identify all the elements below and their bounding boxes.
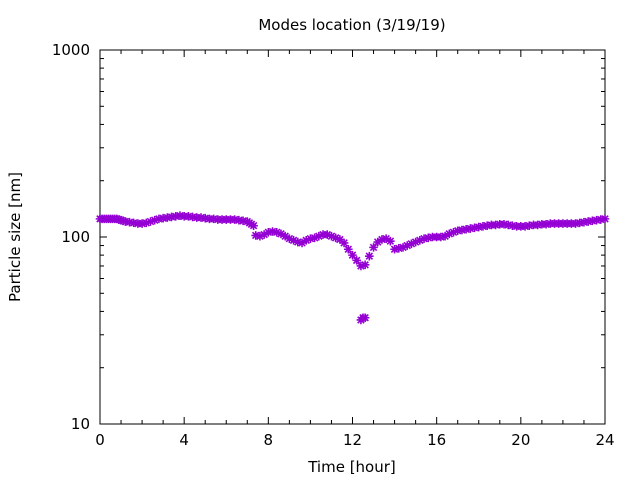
data-point <box>390 244 399 254</box>
data-point <box>373 237 383 247</box>
data-point <box>381 234 391 243</box>
x-tick-label: 4 <box>179 431 189 449</box>
chart-title: Modes location (3/19/19) <box>258 16 445 34</box>
plot-area <box>99 49 606 425</box>
data-point <box>440 231 450 241</box>
x-tick-label: 20 <box>511 431 530 449</box>
x-axis-label: Time [hour] <box>307 458 396 476</box>
data-point <box>301 236 311 245</box>
data-point <box>407 239 416 249</box>
data-point <box>285 234 294 243</box>
data-point <box>356 261 366 271</box>
data-point <box>444 229 454 239</box>
data-point <box>402 241 412 250</box>
data-point <box>398 243 408 252</box>
data-point <box>314 231 324 241</box>
data-point <box>360 313 370 323</box>
data-point <box>276 229 286 239</box>
data-point <box>423 233 433 243</box>
data-point <box>335 235 345 244</box>
data-point <box>322 230 332 239</box>
data-point <box>280 231 290 241</box>
data-point <box>146 217 155 226</box>
data-point <box>600 214 610 224</box>
data-point <box>141 218 151 228</box>
data-point <box>377 235 387 244</box>
data-point <box>339 238 349 248</box>
data-point <box>255 231 265 241</box>
data-point <box>249 221 258 230</box>
data-point <box>415 236 425 245</box>
data-point <box>369 243 378 252</box>
data-point <box>419 234 429 243</box>
y-tick-label: 1000 <box>52 41 90 59</box>
data-point <box>343 244 353 254</box>
data-point <box>150 215 160 225</box>
data-point <box>293 237 303 247</box>
data-point <box>348 250 357 260</box>
x-tick-label: 16 <box>427 431 446 449</box>
tick-labels: 0 4 8 12 16 20 24 10 100 1000 <box>52 41 615 449</box>
x-tick-label: 8 <box>264 431 274 449</box>
axis-ticks <box>99 49 606 425</box>
data-point <box>449 227 458 237</box>
plot-frame <box>99 49 606 425</box>
data-point <box>386 236 395 246</box>
data-point <box>310 233 319 243</box>
data-point <box>259 230 269 239</box>
data-point <box>306 234 315 243</box>
data-point <box>436 232 446 242</box>
data-points <box>95 211 610 325</box>
data-point <box>327 231 336 241</box>
y-tick-label: 100 <box>61 228 90 246</box>
data-point <box>360 260 370 270</box>
data-point <box>331 233 340 243</box>
data-point <box>272 227 282 237</box>
data-point <box>352 256 362 265</box>
data-point <box>394 244 404 253</box>
y-axis-label: Particle size [nm] <box>6 172 24 302</box>
data-point <box>411 237 420 247</box>
x-tick-label: 12 <box>343 431 362 449</box>
x-tick-label: 0 <box>95 431 105 449</box>
y-tick-label: 10 <box>71 415 90 433</box>
data-point <box>289 236 298 245</box>
x-tick-label: 24 <box>595 431 614 449</box>
data-point <box>297 238 307 248</box>
data-point <box>365 251 374 261</box>
